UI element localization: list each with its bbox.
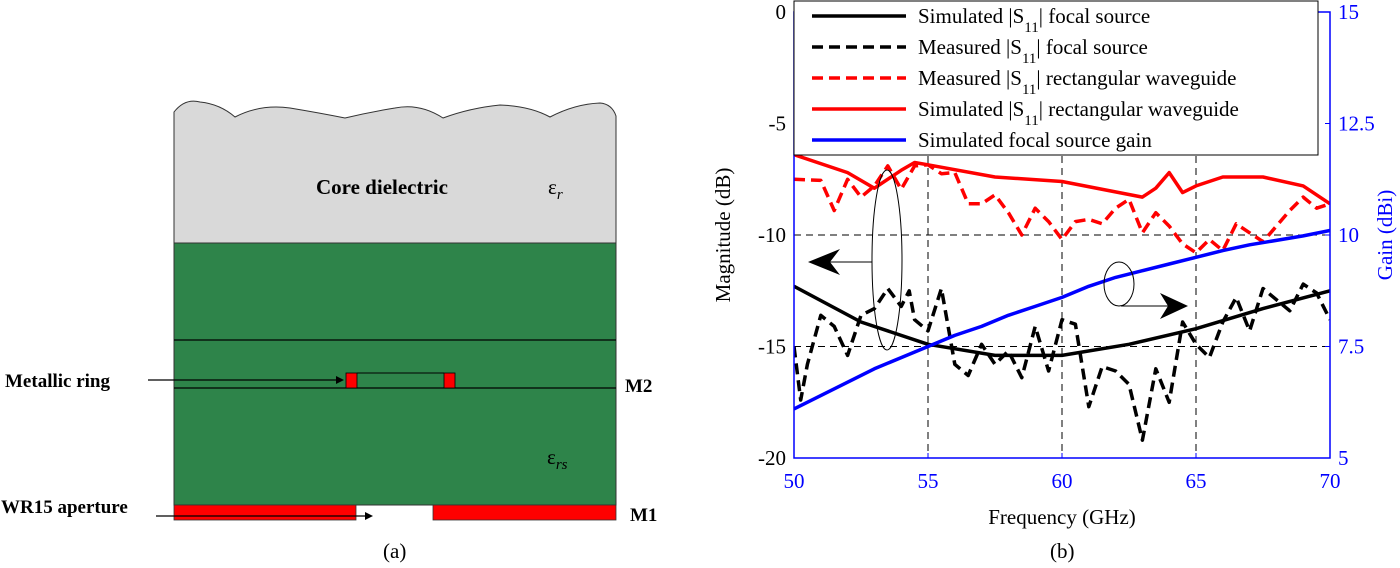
m1-right-metal xyxy=(432,504,617,521)
y-tick-label: -15 xyxy=(758,335,786,359)
substrate-eps-label: εrs xyxy=(547,445,568,473)
panel-a-diagram: Core dielectric εr εrs Metallic ring M2 … xyxy=(1,100,657,563)
series-line-2 xyxy=(794,163,1330,255)
panel-b-chart: 50 55 60 65 70 0 -5 -10 -15 -20 15 12.5 10 7.5 5 Frequ… xyxy=(711,0,1397,563)
m1-label: M1 xyxy=(630,505,657,526)
y-tick-label: 0 xyxy=(776,0,787,24)
core-dielectric-label: Core dielectric xyxy=(316,175,448,199)
annotations xyxy=(808,169,1188,351)
y-tick-label: -10 xyxy=(758,223,786,247)
x-tick-label: 55 xyxy=(918,469,939,493)
series-line-0 xyxy=(794,284,1330,358)
aperture-arrowhead xyxy=(365,512,373,520)
m1-left-metal xyxy=(173,504,357,521)
panel-a-caption: (a) xyxy=(383,539,406,563)
right-arrowhead xyxy=(1160,293,1188,319)
right-axis-ellipse xyxy=(1103,261,1135,307)
y2-axis-label: Gain (dBi) xyxy=(1373,190,1397,280)
y2-tick-label: 5 xyxy=(1338,446,1349,470)
ring-left xyxy=(345,372,358,389)
m2-label: M2 xyxy=(625,376,652,397)
ring-arrowhead xyxy=(336,376,344,384)
legend-label: Simulated focal source gain xyxy=(918,128,1152,152)
series-line-4 xyxy=(794,228,1330,411)
x-tick-label: 50 xyxy=(784,469,805,493)
legend-label: Measured |S11| focal source xyxy=(918,35,1148,67)
y-tick-label: -5 xyxy=(769,112,787,136)
core-eps-label: εr xyxy=(548,175,563,203)
ring-right xyxy=(443,372,456,389)
left-arrowhead xyxy=(808,249,840,275)
y2-tick-label: 10 xyxy=(1338,223,1359,247)
legend-label: Measured |S11| rectangular waveguide xyxy=(918,66,1237,98)
x-tick-label: 60 xyxy=(1052,469,1073,493)
legend-label: Simulated |S11| rectangular waveguide xyxy=(918,97,1239,129)
x-tick-label: 65 xyxy=(1186,469,1207,493)
y-axis-label: Magnitude (dB) xyxy=(711,168,735,303)
wr15-aperture-label: WR15 aperture xyxy=(1,497,128,518)
y2-tick-label: 12.5 xyxy=(1338,112,1375,136)
y-tick-label: -20 xyxy=(758,446,786,470)
core-dielectric-layer xyxy=(173,100,617,244)
x-axis-label: Frequency (GHz) xyxy=(988,505,1136,529)
x-tick-label: 70 xyxy=(1320,469,1341,493)
y2-tick-label: 15 xyxy=(1338,0,1359,24)
left-axis-ellipse xyxy=(871,169,903,351)
legend-label: Simulated |S11| focal source xyxy=(918,4,1150,36)
panel-b-caption: (b) xyxy=(1050,539,1075,563)
substrate-layer xyxy=(173,242,617,506)
y2-tick-label: 7.5 xyxy=(1338,335,1364,359)
metallic-ring-label: Metallic ring xyxy=(5,371,110,392)
tick-labels: 50 55 60 65 70 0 -5 -10 -15 -20 15 12.5 10 7.5 5 xyxy=(758,0,1375,493)
